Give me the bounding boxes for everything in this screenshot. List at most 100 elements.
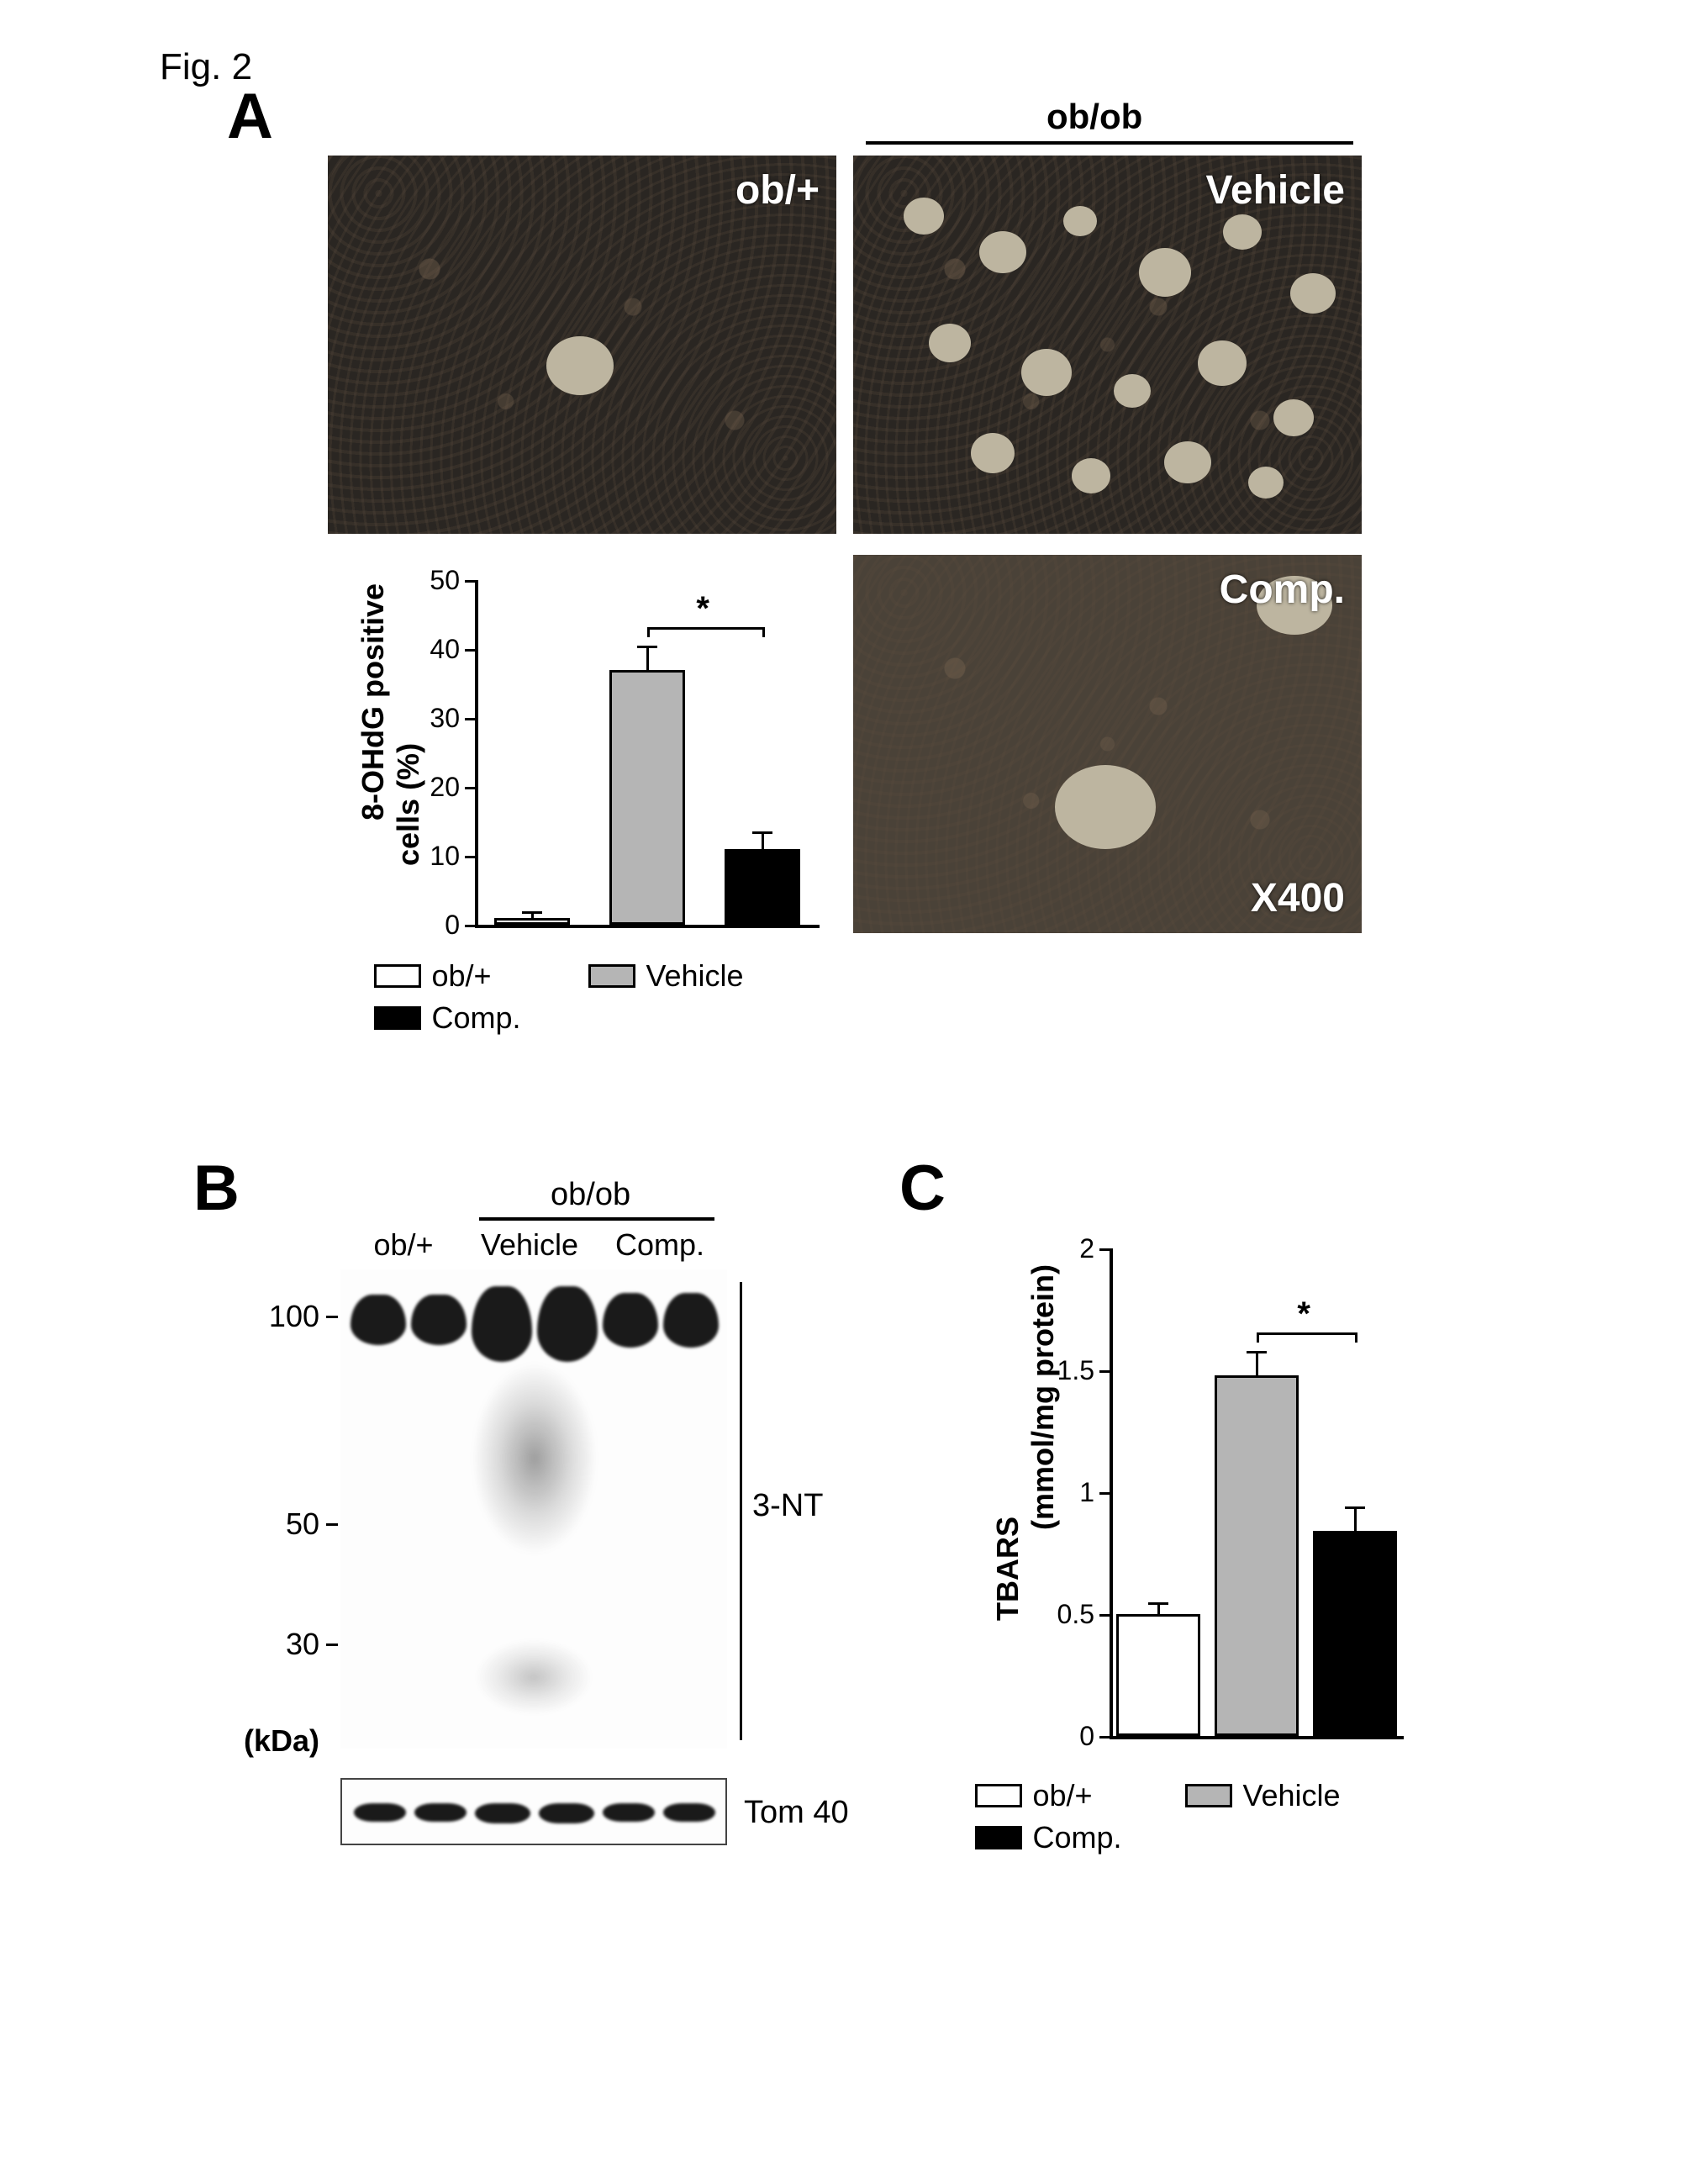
y-axis	[475, 580, 478, 925]
blot-smear	[475, 1639, 593, 1715]
vacuole-shape	[1072, 458, 1110, 493]
error-bar	[1354, 1506, 1357, 1531]
legend-swatch-obplus	[374, 964, 421, 988]
chart-bar	[494, 918, 570, 925]
y-tick-label: 0.5	[1034, 1599, 1094, 1630]
error-cap	[1148, 1602, 1168, 1605]
y-tick	[465, 580, 475, 583]
legend-swatch-comp	[374, 1006, 421, 1030]
vacuole-shape	[971, 433, 1015, 473]
blot-mw-50: 50	[252, 1506, 319, 1542]
legend-swatch-comp	[975, 1826, 1022, 1849]
blot-col-vehicle: Vehicle	[471, 1227, 588, 1263]
chart-bar	[1215, 1375, 1299, 1736]
panel-a-group-line	[866, 141, 1353, 145]
y-tick-label: 40	[399, 634, 460, 665]
micrograph-comp: Comp. X400	[853, 555, 1362, 933]
blot-label-3nt: 3-NT	[752, 1488, 823, 1524]
x-axis	[1110, 1736, 1404, 1739]
vacuole-shape	[1273, 399, 1314, 436]
legend-label: ob/+	[431, 958, 491, 993]
y-tick	[1099, 1492, 1110, 1495]
legend-label: Comp.	[1032, 1820, 1121, 1855]
panel-a-chart: 01020304050cells (%)8-OHdG positive*	[328, 555, 836, 942]
blot-3nt	[340, 1269, 727, 1749]
legend-swatch-obplus	[975, 1784, 1022, 1807]
panel-c-legend-1: ob/+	[975, 1778, 1093, 1813]
x-axis	[475, 925, 820, 928]
y-tick	[465, 787, 475, 789]
error-cap	[752, 831, 772, 834]
error-cap	[522, 911, 542, 914]
y-tick-label: 0	[399, 910, 460, 941]
blot-col-comp: Comp.	[605, 1227, 714, 1263]
blot-band	[472, 1286, 532, 1362]
significance-star: *	[1297, 1295, 1310, 1333]
panel-a-legend-1: ob/+	[374, 958, 492, 994]
significance-drop	[762, 627, 765, 637]
panel-b-letter: B	[193, 1152, 240, 1225]
blot-mw-100: 100	[252, 1299, 319, 1334]
micrograph-magnification: X400	[1251, 875, 1345, 921]
vacuole-shape	[1055, 765, 1156, 849]
micrograph-ob-plus: ob/+	[328, 156, 836, 534]
vacuole-shape	[1198, 340, 1247, 386]
blot-band	[351, 1295, 406, 1345]
vacuole-shape	[1063, 206, 1097, 236]
panel-c-chart: 00.511.52(mmol/mg protein)TBARS*	[941, 1215, 1421, 1753]
legend-label: ob/+	[1032, 1778, 1092, 1812]
mw-tick	[326, 1644, 338, 1646]
y-tick-label: 2	[1034, 1233, 1094, 1264]
panel-a-legend-3: Comp.	[374, 1000, 520, 1036]
micrograph-label-vehicle: Vehicle	[1206, 167, 1345, 214]
error-cap	[1345, 1506, 1365, 1509]
panel-a-group-header: ob/ob	[1046, 97, 1142, 137]
blot-col-obplus: ob/+	[353, 1227, 454, 1263]
vacuole-shape	[904, 198, 944, 235]
vacuole-shape	[1290, 273, 1336, 314]
blot-bracket-line	[740, 1282, 742, 1740]
vacuole-shape	[1248, 467, 1284, 499]
vacuole-shape	[1021, 349, 1072, 396]
vacuole-shape	[1139, 248, 1191, 297]
panel-c-letter: C	[899, 1152, 946, 1225]
y-axis-title: cells (%)	[391, 743, 426, 866]
vacuole-shape	[1223, 214, 1262, 250]
vacuole-shape	[1164, 441, 1211, 483]
chart-bar	[1116, 1614, 1200, 1736]
panel-b-group-line	[479, 1217, 714, 1221]
y-axis	[1110, 1248, 1113, 1736]
significance-star: *	[696, 590, 709, 628]
panel-c-legend-3: Comp.	[975, 1820, 1121, 1855]
error-bar	[646, 646, 649, 670]
panel-a-legend-2: Vehicle	[588, 958, 744, 994]
significance-drop	[1257, 1332, 1259, 1343]
vacuole-shape	[1114, 374, 1151, 408]
vacuole-shape	[979, 231, 1026, 273]
blot-band	[603, 1293, 658, 1348]
y-tick	[1099, 1614, 1110, 1617]
mw-tick	[326, 1316, 338, 1318]
blot-band	[539, 1803, 594, 1823]
chart-bar	[1313, 1531, 1397, 1736]
legend-label: Vehicle	[646, 958, 743, 993]
blot-band	[354, 1803, 406, 1822]
error-cap	[1247, 1351, 1267, 1353]
y-tick	[1099, 1248, 1110, 1251]
blot-band	[663, 1803, 715, 1822]
panel-a-letter: A	[227, 80, 273, 153]
y-tick	[465, 649, 475, 652]
chart-bar	[725, 849, 800, 925]
y-axis-title: 8-OHdG positive	[356, 583, 391, 820]
chart-bar	[609, 670, 685, 925]
legend-label: Vehicle	[1242, 1778, 1340, 1812]
legend-label: Comp.	[431, 1000, 520, 1035]
legend-swatch-vehicle	[1185, 1784, 1232, 1807]
vacuole-shape	[929, 324, 971, 362]
error-cap	[637, 646, 657, 648]
blot-tom40	[340, 1778, 727, 1845]
blot-mw-unit: (kDa)	[219, 1723, 319, 1759]
blot-band	[411, 1295, 467, 1345]
y-tick	[465, 925, 475, 927]
legend-swatch-vehicle	[588, 964, 635, 988]
